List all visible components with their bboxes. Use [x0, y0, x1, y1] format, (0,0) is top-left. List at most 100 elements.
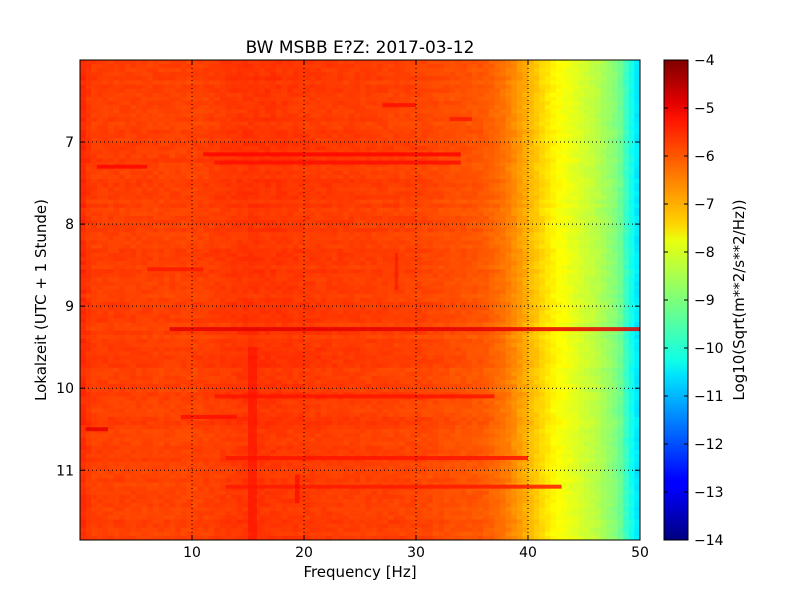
heatmap-cell	[281, 162, 288, 168]
heatmap-cell	[236, 166, 243, 172]
heatmap-cell	[488, 154, 495, 160]
heatmap-cell	[483, 117, 490, 123]
heatmap-cell	[203, 72, 210, 78]
heatmap-cell	[533, 72, 540, 78]
heatmap-cell	[449, 224, 456, 229]
heatmap-cell	[85, 203, 92, 209]
heatmap-cell	[236, 199, 243, 205]
heatmap-cell	[606, 261, 613, 266]
heatmap-cell	[315, 170, 322, 176]
heatmap-cell	[192, 162, 199, 168]
heatmap-cell	[528, 101, 535, 106]
heatmap-cell	[236, 109, 243, 114]
heatmap-cell	[432, 178, 439, 184]
heatmap-cell	[337, 137, 344, 143]
heatmap-cell	[85, 113, 92, 119]
heatmap-cell	[236, 64, 243, 69]
heatmap-cell	[533, 166, 540, 172]
heatmap-cell	[354, 117, 361, 123]
heatmap-cell	[332, 142, 339, 147]
heatmap-cell	[528, 207, 535, 213]
heatmap-cell	[242, 72, 249, 78]
heatmap-cell	[494, 154, 501, 160]
heatmap-cell	[169, 166, 176, 172]
heatmap-cell	[483, 68, 490, 73]
heatmap-cell	[332, 207, 339, 213]
heatmap-cell	[511, 195, 518, 201]
heatmap-cell	[584, 256, 591, 262]
heatmap-cell	[483, 232, 490, 238]
heatmap-cell	[561, 92, 568, 98]
heatmap-cell	[130, 117, 137, 123]
heatmap-cell	[488, 142, 495, 147]
heatmap-cell	[231, 109, 238, 114]
heatmap-cell	[186, 137, 193, 143]
heatmap-cell	[393, 207, 400, 213]
heatmap-cell	[477, 84, 484, 90]
heatmap-cell	[488, 252, 495, 258]
heatmap-cell	[208, 105, 215, 110]
heatmap-cell	[488, 109, 495, 114]
heatmap-cell	[332, 166, 339, 172]
heatmap-cell	[628, 150, 635, 155]
heatmap-cell	[449, 191, 456, 196]
heatmap-cell	[393, 178, 400, 184]
heatmap-cell	[444, 236, 451, 242]
heatmap-cell	[584, 133, 591, 139]
heatmap-cell	[595, 92, 602, 98]
heatmap-cell	[91, 113, 98, 119]
heatmap-cell	[578, 84, 585, 90]
heatmap-cell	[438, 256, 445, 262]
heatmap-cell	[578, 236, 585, 242]
heatmap-cell	[365, 105, 372, 110]
heatmap-cell	[259, 142, 266, 147]
heatmap-cell	[259, 101, 266, 106]
heatmap-cell	[623, 232, 630, 238]
heatmap-cell	[136, 154, 143, 160]
heatmap-cell	[606, 199, 613, 205]
heatmap-cell	[354, 187, 361, 192]
heatmap-cell	[119, 174, 126, 180]
heatmap-cell	[455, 178, 462, 184]
heatmap-cell	[410, 224, 417, 229]
heatmap-cell	[516, 256, 523, 262]
heatmap-cell	[561, 154, 568, 160]
heatmap-cell	[634, 211, 640, 217]
heatmap-cell	[427, 117, 434, 123]
heatmap-cell	[96, 150, 103, 155]
heatmap-cell	[505, 125, 512, 131]
heatmap-cell	[472, 142, 479, 147]
heatmap-cell	[466, 166, 473, 172]
heatmap-cell	[348, 228, 355, 233]
heatmap-cell	[180, 154, 187, 160]
heatmap-cell	[175, 158, 182, 164]
heatmap-cell	[455, 88, 462, 94]
heatmap-cell	[147, 60, 154, 65]
heatmap-cell	[220, 68, 227, 73]
heatmap-cell	[192, 228, 199, 233]
heatmap-cell	[365, 166, 372, 172]
heatmap-cell	[500, 105, 507, 110]
heatmap-cell	[225, 76, 232, 82]
heatmap-cell	[203, 125, 210, 131]
heatmap-cell	[522, 109, 529, 114]
heatmap-cell	[600, 244, 607, 250]
heatmap-cell	[152, 84, 159, 90]
heatmap-cell	[242, 137, 249, 143]
heatmap-cell	[281, 88, 288, 94]
heatmap-cell	[589, 142, 596, 147]
heatmap-cell	[404, 240, 411, 246]
heatmap-cell	[309, 109, 316, 114]
heatmap-cell	[399, 224, 406, 229]
heatmap-cell	[203, 109, 210, 114]
heatmap-cell	[169, 129, 176, 135]
heatmap-cell	[427, 228, 434, 233]
heatmap-cell	[186, 187, 193, 192]
heatmap-cell	[477, 101, 484, 106]
heatmap-cell	[466, 232, 473, 238]
heatmap-cell	[528, 113, 535, 119]
heatmap-cell	[477, 142, 484, 147]
heatmap-cell	[147, 203, 154, 209]
heatmap-cell	[416, 256, 423, 262]
heatmap-cell	[287, 121, 294, 127]
